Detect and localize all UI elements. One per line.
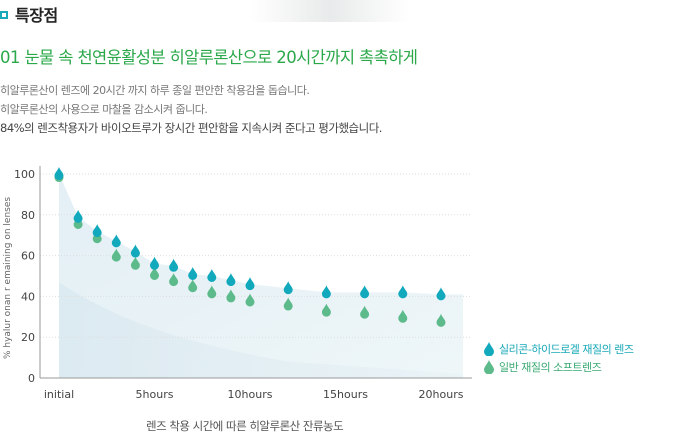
legend-item-silicone: 실리콘-하이드로겔 재질의 렌즈 xyxy=(484,340,634,358)
teal-point-3 xyxy=(111,234,121,248)
teal-drop-icon xyxy=(484,342,494,356)
green-point-6 xyxy=(169,273,179,287)
teal-point-16 xyxy=(360,285,370,299)
chart-caption: 렌즈 착용 시간에 따른 히알루론산 잔류농도 xyxy=(146,419,344,433)
description-line-2: 히알루론산의 사용으로 마찰을 감소시켜 줍니다. xyxy=(0,103,208,116)
teal-point-4 xyxy=(130,244,140,258)
teal-point-0 xyxy=(54,167,64,180)
green-point-12 xyxy=(283,297,293,311)
section-square-icon xyxy=(0,10,8,19)
teal-point-2 xyxy=(92,224,102,238)
legend-item-soft: 일반 재질의 소프트렌즈 xyxy=(484,358,634,376)
green-point-8 xyxy=(207,285,217,299)
description-line-3: 84%의 렌즈착용자가 바이오트루가 장시간 편안함을 지속시켜 준다고 평가했… xyxy=(0,121,382,135)
hyaluronan-retention-chart: 0 20 40 60 80 100 initial 5hours 10hours 15hours 2… xyxy=(3,166,472,401)
y-tick-label-40: 40 xyxy=(21,290,35,303)
x-tick-label-5hours: 5hours xyxy=(136,388,174,401)
legend-label-silicone: 실리콘-하이드로겔 재질의 렌즈 xyxy=(499,343,634,356)
y-tick-label-100: 100 xyxy=(14,168,35,181)
chart-background-area xyxy=(59,174,463,378)
green-point-3 xyxy=(111,248,121,262)
teal-point-6 xyxy=(169,258,179,272)
teal-point-20 xyxy=(436,287,446,301)
header-glow xyxy=(250,0,410,22)
green-drop-icon xyxy=(484,360,494,374)
x-tick-label-20hours: 20hours xyxy=(419,388,464,401)
green-point-18 xyxy=(398,309,408,323)
teal-point-7 xyxy=(188,266,198,280)
description-line-1: 히알루론산이 렌즈에 20시간 까지 하루 종일 편안한 착용감을 돕습니다. xyxy=(0,84,310,97)
x-tick-label-10hours: 10hours xyxy=(228,388,273,401)
green-point-20 xyxy=(436,313,446,327)
teal-point-1 xyxy=(73,209,83,223)
y-tick-label-80: 80 xyxy=(21,209,35,222)
chart-inner-band xyxy=(59,282,463,378)
teal-point-14 xyxy=(321,285,331,299)
feature-headline: 01 눈물 속 천연윤활성분 히알루론산으로 20시간까지 촉촉하게 xyxy=(0,48,418,67)
green-point-9 xyxy=(226,289,236,303)
green-point-7 xyxy=(188,279,198,293)
teal-point-10 xyxy=(245,277,255,291)
y-tick-label-60: 60 xyxy=(21,250,35,263)
green-point-4 xyxy=(130,256,140,270)
teal-point-8 xyxy=(207,269,217,282)
green-point-10 xyxy=(245,293,255,307)
x-tick-label-15hours: 15hours xyxy=(323,388,368,401)
y-tick-label-0: 0 xyxy=(28,372,35,385)
section-title: 특장점 xyxy=(15,6,58,25)
x-tick-label-initial: initial xyxy=(44,388,74,401)
teal-point-12 xyxy=(283,281,293,295)
y-tick-label-20: 20 xyxy=(21,331,35,344)
green-point-14 xyxy=(321,303,331,317)
green-point-5 xyxy=(150,266,159,280)
teal-point-18 xyxy=(398,285,408,299)
legend-label-soft: 일반 재질의 소프트렌즈 xyxy=(499,361,602,374)
y-axis-label: % hyalur onan r emaining on lenses xyxy=(3,197,13,359)
teal-point-9 xyxy=(226,273,236,287)
section-header: 특장점 xyxy=(0,0,58,28)
teal-point-5 xyxy=(150,256,159,270)
chart-legend: 실리콘-하이드로겔 재질의 렌즈 일반 재질의 소프트렌즈 xyxy=(484,340,634,376)
green-point-16 xyxy=(360,305,370,319)
